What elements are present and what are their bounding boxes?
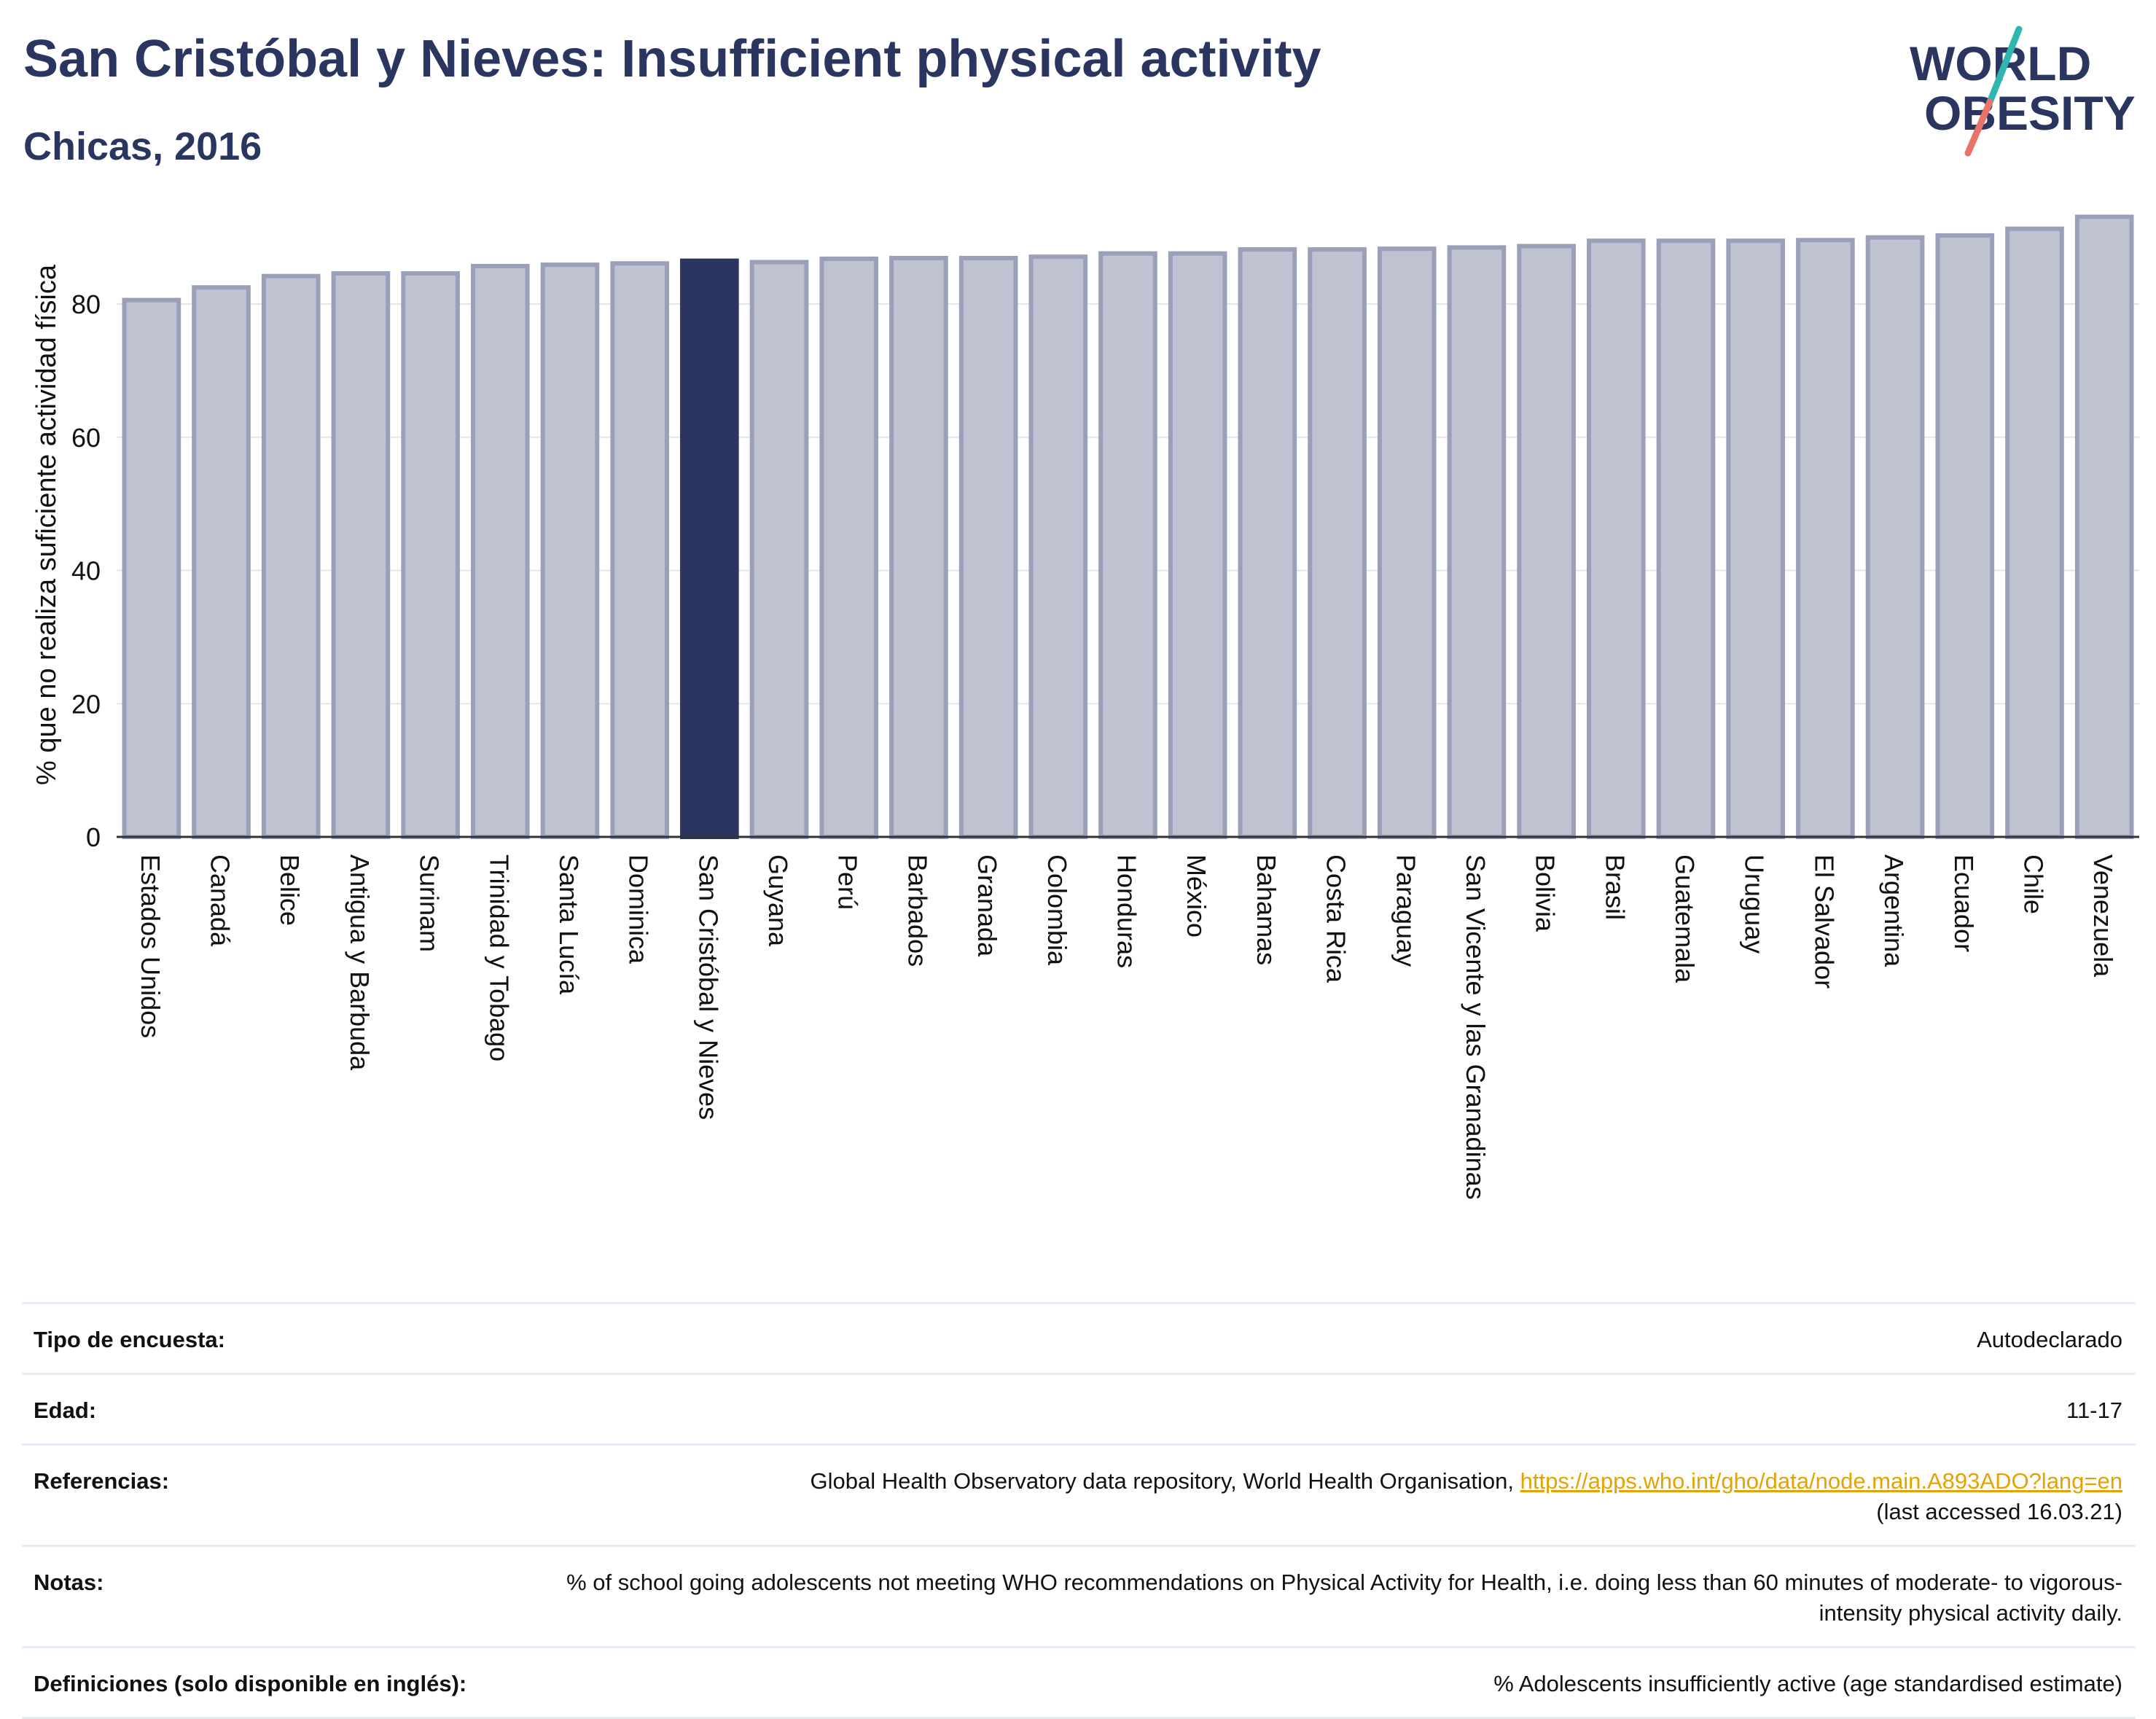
- bar-chart: 0 20 40 60 80 Estados Unidos Canadá Belice Anti…: [31, 214, 2139, 1200]
- bar-dominica: [610, 261, 669, 840]
- bar-bahamas: [1238, 247, 1297, 839]
- bar-san-vicente-y-las-granadinas: [1447, 245, 1507, 839]
- bars: [122, 214, 2134, 840]
- x-tick-label: El Salvador: [1809, 854, 1839, 989]
- x-tick-label: Uruguay: [1740, 854, 1770, 954]
- references-label: Referencias:: [34, 1468, 170, 1494]
- bar-antigua-y-barbuda: [331, 271, 391, 840]
- x-tick-label: Ecuador: [1949, 854, 1979, 952]
- logo-slash-coral: [1964, 98, 1993, 157]
- survey-type-value: Autodeclarado: [1977, 1327, 2122, 1352]
- logo-slash-teal: [1986, 26, 2023, 106]
- bar-el-salvador: [1796, 238, 1855, 840]
- info-row-notes: Notas: % of school going adolescents not…: [22, 1545, 2136, 1646]
- bar-costa-rica: [1308, 247, 1367, 839]
- bar-m-xico: [1168, 251, 1227, 840]
- info-row-survey: Tipo de encuesta: Autodeclarado: [22, 1302, 2136, 1373]
- age-label: Edad:: [34, 1398, 97, 1423]
- bar-bolivia: [1517, 243, 1576, 839]
- bar-paraguay: [1377, 246, 1437, 839]
- x-tick-label: Guyana: [763, 854, 793, 947]
- x-tick-label: Paraguay: [1391, 854, 1421, 967]
- y-tick-label: 80: [71, 289, 101, 319]
- x-tick-label: Granada: [972, 854, 1002, 957]
- x-tick-label: Dominica: [624, 854, 654, 964]
- x-tick-label: México: [1181, 854, 1211, 938]
- x-tick-label: Costa Rica: [1321, 854, 1351, 983]
- bar-argentina: [1865, 235, 1925, 839]
- y-axis-ticks: 0 20 40 60 80: [71, 289, 101, 852]
- bar-venezuela: [2074, 214, 2134, 839]
- references-accessed: (last accessed 16.03.21): [1876, 1499, 2122, 1524]
- x-tick-label: Estados Unidos: [136, 854, 165, 1038]
- bar-surinam: [401, 271, 460, 840]
- x-tick-label: Barbados: [902, 854, 932, 967]
- bar-belice: [261, 273, 321, 839]
- bar-per-: [819, 256, 879, 839]
- y-tick-label: 0: [86, 822, 101, 852]
- x-tick-label: Chile: [2018, 854, 2048, 914]
- page-title: San Cristóbal y Nieves: Insufficient phy…: [23, 30, 1321, 88]
- y-tick-label: 20: [71, 689, 101, 719]
- bar-san-crist-bal-y-nieves: [680, 258, 739, 839]
- references-value: Global Health Observatory data repositor…: [811, 1466, 2122, 1527]
- x-tick-label: Colombia: [1042, 854, 1072, 966]
- notes-label: Notas:: [34, 1570, 104, 1595]
- bar-honduras: [1098, 251, 1157, 840]
- x-tick-label: Argentina: [1879, 854, 1909, 967]
- definitions-label: Definiciones (solo disponible en inglés)…: [34, 1671, 467, 1696]
- y-tick-label: 60: [71, 423, 101, 453]
- x-tick-label: San Cristóbal y Nieves: [693, 854, 723, 1120]
- notes-value: % of school going adolescents not meetin…: [566, 1570, 2122, 1626]
- references-text: Global Health Observatory data repositor…: [810, 1468, 1520, 1494]
- bar-colombia: [1028, 254, 1088, 840]
- x-tick-label: Bolivia: [1531, 854, 1561, 932]
- y-tick-label: 40: [71, 556, 101, 586]
- bar-granada: [958, 256, 1018, 839]
- x-axis-ticks: Estados Unidos Canadá Belice Antigua y Barb…: [136, 854, 2118, 1200]
- bar-santa-luc-a: [540, 262, 600, 839]
- bar-trinidad-y-tobago: [470, 263, 530, 839]
- references-link[interactable]: https://apps.who.int/gho/data/node.main.…: [1520, 1468, 2122, 1494]
- bar-chile: [2005, 226, 2064, 839]
- x-tick-label: Trinidad y Tobago: [484, 854, 514, 1061]
- x-tick-label: Santa Lucía: [554, 854, 584, 995]
- info-row-references: Referencias: Global Health Observatory d…: [22, 1443, 2136, 1545]
- x-tick-label: Belice: [275, 854, 305, 926]
- bar-canad-: [192, 285, 251, 840]
- x-tick-label: Perú: [833, 854, 863, 910]
- bar-uruguay: [1726, 238, 1786, 839]
- x-tick-label: Bahamas: [1251, 854, 1281, 965]
- bar-ecuador: [1935, 233, 1995, 839]
- survey-type-label: Tipo de encuesta:: [34, 1327, 225, 1352]
- x-tick-label: Honduras: [1112, 854, 1142, 968]
- bar-estados-unidos: [122, 297, 181, 839]
- y-axis-label: % que no realiza suficiente actividad fí…: [31, 264, 62, 785]
- x-tick-label: Venezuela: [2088, 854, 2118, 978]
- info-row-definitions: Definiciones (solo disponible en inglés)…: [22, 1646, 2136, 1719]
- world-obesity-logo: WORLD OBESITY: [1910, 26, 2136, 157]
- x-tick-label: Guatemala: [1670, 854, 1700, 983]
- x-tick-label: Canadá: [206, 854, 235, 947]
- bar-barbados: [889, 256, 948, 839]
- bar-guatemala: [1656, 238, 1716, 839]
- x-tick-label: Surinam: [415, 854, 445, 952]
- info-row-age: Edad: 11-17: [22, 1373, 2136, 1443]
- x-tick-label: Antigua y Barbuda: [345, 854, 375, 1071]
- info-table: Tipo de encuesta: Autodeclarado Edad: 11…: [22, 1302, 2136, 1719]
- logo-word-obesity: OBESITY: [1924, 86, 2136, 140]
- bar-brasil: [1587, 238, 1646, 839]
- x-tick-label: Brasil: [1600, 854, 1630, 920]
- age-value: 11-17: [2066, 1398, 2122, 1423]
- definitions-value: % Adolescents insufficiently active (age…: [1493, 1671, 2122, 1696]
- page-subtitle: Chicas, 2016: [23, 125, 262, 168]
- bar-guyana: [749, 260, 809, 839]
- x-tick-label: San Vicente y las Granadinas: [1461, 854, 1491, 1200]
